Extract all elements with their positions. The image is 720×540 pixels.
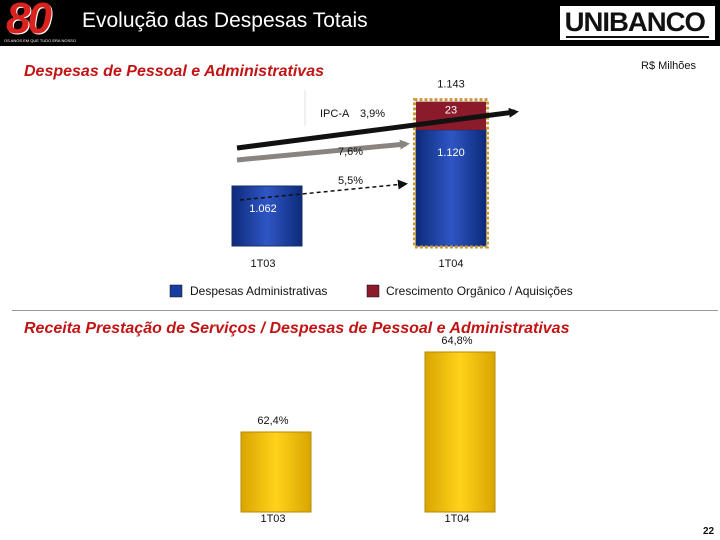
legend-swatch-organic xyxy=(366,284,380,298)
category-label-1t04: 1T04 xyxy=(438,258,463,270)
bar-1t03-ratio xyxy=(240,431,312,513)
ipca-arrow xyxy=(236,107,519,151)
brand-logo-box xyxy=(560,6,715,40)
value-label-organic: 23 xyxy=(445,105,457,117)
brand-logo: UNIBANCO xyxy=(564,7,706,37)
chart1-title: Despesas de Pessoal e Administrativas xyxy=(24,63,324,80)
category-label-1t04-ratio: 1T04 xyxy=(444,513,469,525)
section-divider xyxy=(12,310,718,311)
legend-label-admin: Despesas Administrativas xyxy=(190,284,327,298)
bar-1t03-admin xyxy=(231,185,303,247)
legend-swatch-admin xyxy=(169,284,183,298)
growth-arrow-7-6 xyxy=(236,139,410,163)
chart1-plot: IPC-A 3,9% 7,6% 5,5% 1.062 1.120 23 1.14… xyxy=(169,79,573,298)
growth-7-6-label: 7,6% xyxy=(338,146,363,158)
ratio-label-1t04: 64,8% xyxy=(441,335,472,347)
category-label-1t03-ratio: 1T03 xyxy=(260,513,285,525)
ipca-value: 3,9% xyxy=(360,108,385,120)
legend-label-organic: Crescimento Orgânico / Aquisições xyxy=(386,284,573,298)
ipca-label: IPC-A xyxy=(320,108,350,120)
brand-underline xyxy=(566,36,709,38)
bar-1t04-admin xyxy=(415,129,487,247)
category-label-1t03: 1T03 xyxy=(250,258,275,270)
chart2-title: Receita Prestação de Serviços / Despesas… xyxy=(24,320,570,337)
total-label-1t04: 1.143 xyxy=(437,79,465,91)
chart2-plot: 62,4% 64,8% 1T03 1T04 xyxy=(240,335,496,525)
anniversary-logo: 80 OS ANOS EM QUE TUDO ERA NOSSO xyxy=(4,0,76,46)
value-label-1t04: 1.120 xyxy=(437,147,465,159)
units-label: R$ Milhões xyxy=(641,60,697,72)
growth-5-5-label: 5,5% xyxy=(338,175,363,187)
anniversary-number: 80 xyxy=(6,0,52,43)
page-title: Evolução das Despesas Totais xyxy=(82,9,368,32)
ratio-label-1t03: 62,4% xyxy=(257,415,288,427)
value-label-1t03: 1.062 xyxy=(249,203,277,215)
bar-1t04-dashed-outline xyxy=(413,98,489,249)
page-number: 22 xyxy=(703,526,715,537)
anniversary-tagline: OS ANOS EM QUE TUDO ERA NOSSO xyxy=(4,38,76,43)
bar-1t04-ratio xyxy=(424,351,496,513)
